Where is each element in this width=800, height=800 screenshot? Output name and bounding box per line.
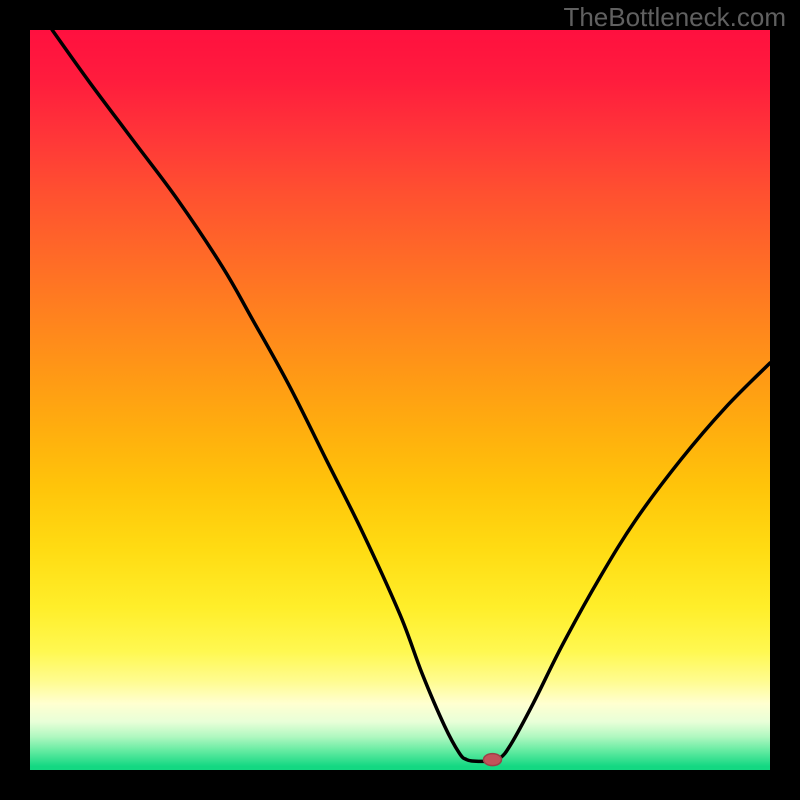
optimum-marker <box>484 754 502 766</box>
plot-area <box>30 30 770 770</box>
chart-background <box>30 30 770 770</box>
watermark-text: TheBottleneck.com <box>563 2 786 33</box>
chart-svg <box>30 30 770 770</box>
